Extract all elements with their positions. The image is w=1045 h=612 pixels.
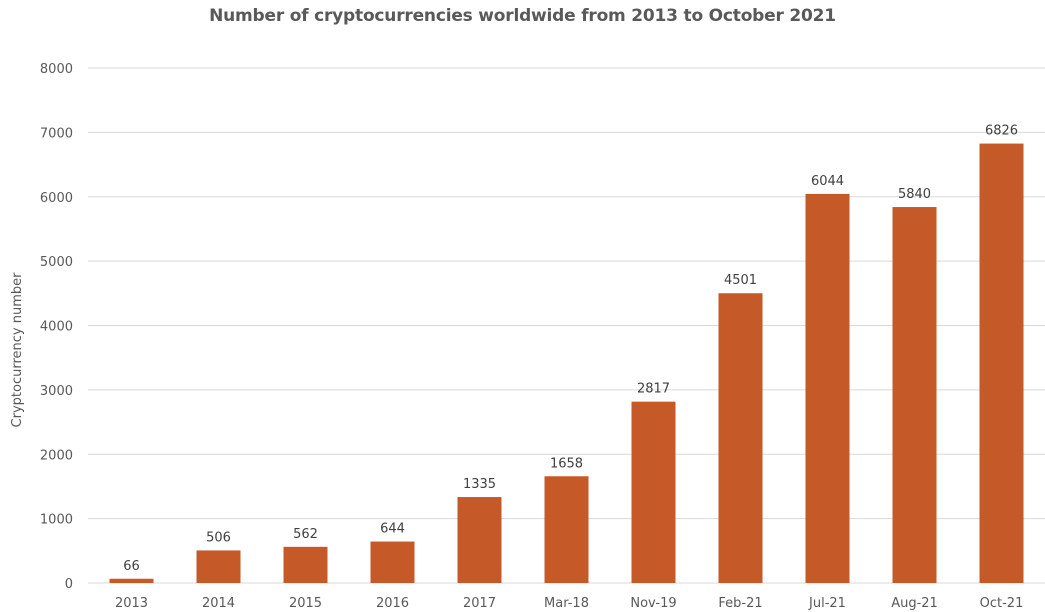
data-label: 1335 — [463, 477, 496, 492]
x-tick-label: Oct-21 — [980, 596, 1024, 611]
x-tick-label: Jul-21 — [808, 596, 846, 611]
x-tick-label: 2014 — [202, 596, 235, 611]
chart-title: Number of cryptocurrencies worldwide fro… — [209, 6, 836, 26]
bar-2016 — [370, 541, 415, 583]
data-label: 6826 — [985, 124, 1018, 139]
data-label: 4501 — [724, 273, 757, 288]
data-label: 6044 — [811, 174, 844, 189]
bar-nov-19 — [631, 401, 676, 583]
bar-aug-21 — [892, 207, 937, 584]
bar-2013 — [109, 578, 154, 583]
data-label: 2817 — [637, 382, 670, 397]
y-tick-label: 5000 — [40, 255, 73, 270]
bars — [109, 143, 1024, 584]
y-tick-label: 1000 — [40, 513, 73, 528]
y-tick-label: 7000 — [40, 126, 73, 141]
y-tick-label: 4000 — [40, 320, 73, 335]
x-tick-label: 2017 — [463, 596, 496, 611]
y-tick-label: 6000 — [40, 191, 73, 206]
y-axis-ticks: 0 1000 2000 3000 4000 5000 6000 7000 8000 — [40, 62, 73, 592]
x-tick-label: Aug-21 — [891, 596, 938, 611]
bar-2017 — [457, 497, 502, 583]
x-tick-label: Mar-18 — [544, 596, 589, 611]
x-tick-label: 2016 — [376, 596, 409, 611]
x-tick-label: 2015 — [289, 596, 322, 611]
y-tick-label: 0 — [65, 577, 73, 592]
bar-feb-21 — [718, 293, 763, 583]
y-axis-title: Cryptocurrency number — [10, 272, 25, 428]
x-tick-label: 2013 — [115, 596, 148, 611]
bar-oct-21 — [979, 143, 1024, 584]
data-label: 644 — [380, 522, 405, 537]
data-label: 66 — [123, 559, 140, 574]
y-tick-label: 2000 — [40, 448, 73, 463]
data-labels: 66 506 562 644 1335 1658 2817 4501 6044 5840 6826 — [123, 124, 1018, 574]
bar-2014 — [196, 550, 241, 583]
x-tick-label: Feb-21 — [718, 596, 762, 611]
data-label: 562 — [293, 527, 318, 542]
data-label: 5840 — [898, 187, 931, 202]
bar-jul-21 — [805, 193, 850, 584]
data-label: 506 — [206, 530, 231, 545]
data-label: 1658 — [550, 456, 583, 471]
y-tick-label: 8000 — [40, 62, 73, 77]
bar-mar-18 — [544, 476, 589, 583]
x-axis-ticks: 2013 2014 2015 2016 2017 Mar-18 Nov-19 Feb-21 Ju… — [115, 596, 1023, 611]
x-tick-label: Nov-19 — [630, 596, 676, 611]
bar-2015 — [283, 546, 328, 583]
y-tick-label: 3000 — [40, 384, 73, 399]
